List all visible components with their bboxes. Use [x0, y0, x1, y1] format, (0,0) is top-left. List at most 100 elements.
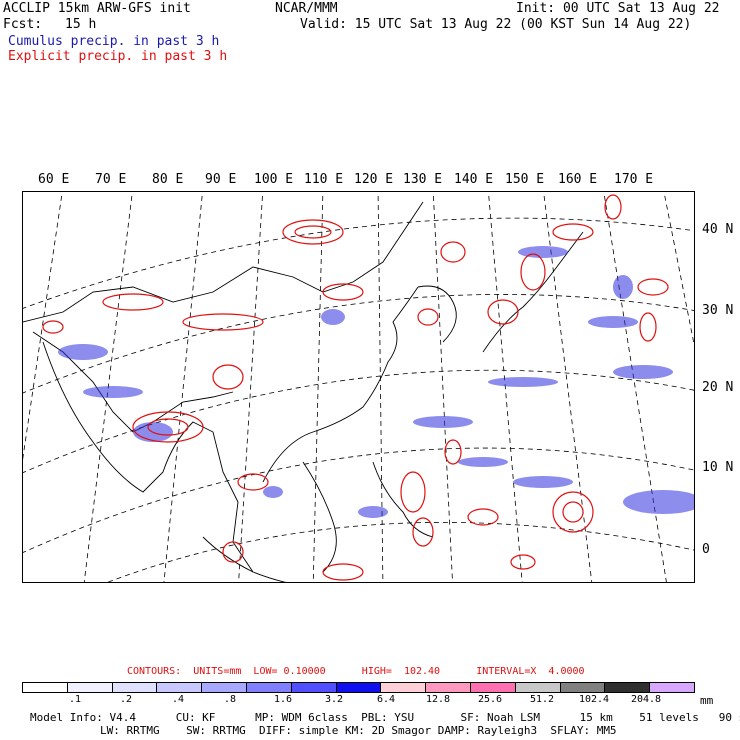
coast-sumatra: [202, 536, 287, 582]
lat-label: 10 N: [702, 460, 734, 475]
model-info-line1: Model Info: V4.4 CU: KF MP: WDM 6class P…: [30, 711, 740, 724]
colorbar-label: 51.2: [529, 694, 555, 705]
valid-time: Valid: 15 UTC Sat 13 Aug 22 (00 KST Sun …: [300, 17, 692, 32]
explicit-cell: [552, 491, 594, 533]
graticule: [23, 192, 694, 582]
lon-label: 70 E: [95, 172, 127, 187]
cumulus-precip: [58, 246, 694, 518]
coast-china: [262, 286, 419, 483]
cumulus-cell: [413, 416, 473, 428]
lon-label: 80 E: [152, 172, 184, 187]
legend-explicit: Explicit precip. in past 3 h: [8, 49, 228, 64]
explicit-cell: [637, 278, 669, 296]
colorbar-label: 204.8: [630, 694, 662, 705]
lon-line-130e: [432, 192, 453, 582]
coast-india: [42, 341, 254, 573]
model-info-line2: LW: RRTMG SW: RRTMG DIFF: simple KM: 2D …: [100, 724, 617, 737]
colorbar-swatch: [23, 683, 68, 692]
explicit-cell: [294, 225, 332, 239]
cumulus-cell: [458, 457, 508, 467]
lon-line-170e: [663, 192, 694, 347]
lon-label: 160 E: [558, 172, 598, 187]
lon-line-100e: [238, 192, 264, 582]
explicit-cell: [147, 418, 189, 436]
contours-info: CONTOURS: UNITS=mm LOW= 0.10000 HIGH= 10…: [127, 666, 585, 677]
cumulus-cell: [83, 386, 143, 398]
explicit-cell: [222, 541, 244, 563]
source-label: NCAR/MMM: [275, 1, 338, 16]
lat-line-0: [107, 522, 694, 582]
colorbar-swatch: [605, 683, 651, 692]
explicit-cell: [639, 312, 657, 342]
coast-philippines: [372, 461, 434, 538]
explicit-cell: [604, 194, 622, 220]
cumulus-cell: [358, 506, 388, 518]
explicit-cell: [132, 411, 204, 443]
lat-line-20n: [23, 369, 694, 474]
explicit-cell: [282, 219, 344, 245]
cumulus-cell: [513, 476, 573, 488]
cumulus-cell: [623, 490, 694, 514]
explicit-cell: [102, 293, 164, 311]
lat-line-10n: [23, 447, 694, 553]
explicit-cell: [444, 439, 462, 465]
cumulus-cell: [518, 246, 568, 258]
explicit-cell: [412, 517, 434, 547]
cumulus-cell: [488, 377, 558, 387]
colorbar-swatch: [202, 683, 247, 692]
lon-label: 130 E: [403, 172, 443, 187]
colorbar-label: 25.6: [477, 694, 503, 705]
lat-label: 20 N: [702, 380, 734, 395]
colorbar-label: .8: [223, 694, 237, 705]
lon-line-140e: [488, 192, 523, 582]
lon-line-110e: [312, 192, 324, 582]
lon-label: 150 E: [505, 172, 545, 187]
border-north: [23, 201, 424, 323]
colorbar-swatch: [291, 683, 337, 692]
colorbar-swatch: [426, 683, 471, 692]
forecast-hour: 15 h: [65, 17, 97, 32]
colorbar-swatch: [157, 683, 203, 692]
explicit-precip: [42, 194, 669, 581]
colorbar-label: 1.6: [273, 694, 293, 705]
coast-indochina: [302, 461, 337, 573]
colorbar-swatch: [560, 683, 606, 692]
lon-label: 170 E: [614, 172, 654, 187]
colorbar-label: .4: [171, 694, 185, 705]
explicit-cell: [322, 563, 364, 581]
cumulus-cell: [263, 486, 283, 498]
explicit-cell: [42, 320, 64, 334]
explicit-cell: [487, 299, 519, 325]
explicit-cell: [552, 223, 594, 241]
colorbar-label: 6.4: [376, 694, 396, 705]
lon-line-160e: [603, 192, 667, 582]
cumulus-cell: [321, 309, 345, 325]
forecast-label: Fcst:: [3, 17, 43, 32]
cumulus-cell: [588, 316, 638, 328]
lat-label: 30 N: [702, 303, 734, 318]
explicit-cell: [510, 554, 536, 570]
colorbar-label: 12.8: [425, 694, 451, 705]
colorbar-label: 3.2: [324, 694, 344, 705]
lon-line-70e: [23, 192, 63, 460]
explicit-cell: [520, 253, 546, 291]
colorbar-swatch: [381, 683, 427, 692]
lon-label: 90 E: [205, 172, 237, 187]
colorbar-label: .2: [119, 694, 133, 705]
map-svg: [23, 192, 694, 582]
colorbar-swatch: [650, 683, 694, 692]
lat-label: 0: [702, 542, 710, 557]
cumulus-cell: [613, 365, 673, 379]
init-time: Init: 00 UTC Sat 13 Aug 22: [516, 1, 720, 16]
explicit-cell: [237, 473, 269, 491]
lon-label: 140 E: [454, 172, 494, 187]
colorbar-unit: mm: [700, 694, 714, 707]
explicit-cell: [182, 313, 264, 331]
border-south-asia: [32, 331, 234, 433]
lat-line-40n: [23, 217, 694, 309]
cumulus-cell: [613, 275, 633, 299]
explicit-cell: [212, 364, 244, 390]
colorbar-swatch: [67, 683, 113, 692]
colorbar-swatch: [246, 683, 292, 692]
precipitation-map: [22, 191, 695, 583]
